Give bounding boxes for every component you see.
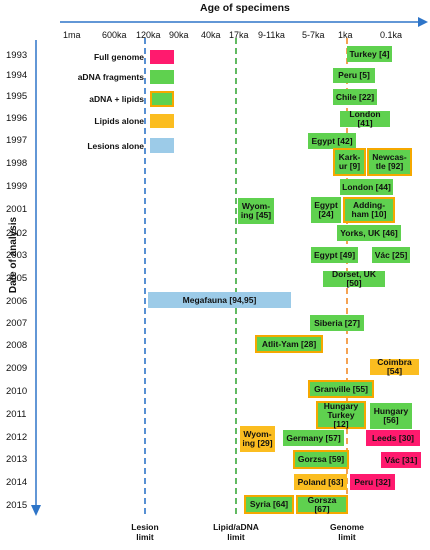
specimen-box: Yorks, UK [46] (337, 225, 401, 241)
specimen-box: London [41] (340, 110, 390, 128)
year-label: 1993 (6, 50, 28, 61)
specimen-box: Hungary Turkey [12] (316, 401, 366, 429)
lesion-limit-label: Lesion limit (131, 522, 159, 542)
genome-limit-label: Genome limit (329, 522, 364, 542)
specimen-box: Coimbra [54] (370, 358, 419, 376)
specimen-box: Gorzsa [59] (293, 450, 349, 469)
legend-label-lipids-alone: Lipids alone (94, 116, 144, 126)
specimen-box: Dorset, UK [50] (323, 270, 385, 288)
year-label: 2015 (6, 500, 28, 511)
legend-swatch-full-genome (150, 50, 174, 64)
specimen-box: Leeds [30] (366, 430, 420, 446)
specimen-box: Granville [55] (308, 380, 374, 398)
year-label: 1997 (6, 135, 28, 146)
specimen-box: Vác [31] (381, 452, 421, 468)
year-label: 1998 (6, 158, 28, 169)
age-tick-label: 9-11ka (258, 30, 285, 40)
year-label: 2003 (6, 250, 28, 261)
age-tick-label: 120ka (136, 30, 161, 40)
year-label: 2013 (6, 454, 28, 465)
specimen-box: Newcas- tle [92] (367, 148, 412, 176)
year-label: 2008 (6, 340, 28, 351)
year-label: 2001 (6, 204, 28, 215)
specimen-box: Wyom- ing [45] (238, 198, 274, 224)
specimen-box: Siberia [27] (310, 315, 364, 331)
age-tick-label: 1ka (338, 30, 353, 40)
specimen-box: Adding- ham [10] (343, 197, 395, 223)
specimen-box: Peru [5] (333, 68, 375, 83)
year-label: 2010 (6, 386, 28, 397)
year-label: 2009 (6, 363, 28, 374)
age-axis-title: Age of specimens (200, 2, 290, 14)
specimen-box: Gorsza [67] (296, 495, 348, 514)
specimen-box: Megafauna [94,95] (148, 292, 291, 308)
year-label: 2002 (6, 228, 28, 239)
age-tick-label: 0.1ka (380, 30, 403, 40)
age-axis-arrow (60, 17, 428, 27)
year-label: 1995 (6, 91, 28, 102)
year-label: 2012 (6, 432, 28, 443)
specimen-box: Atlit-Yam [28] (255, 335, 323, 353)
age-tick-label: 90ka (169, 30, 189, 40)
year-label: 2005 (6, 273, 28, 284)
legend-label-adna-fragments: aDNA fragments (77, 72, 144, 82)
specimen-box: Hungary [56] (370, 403, 412, 429)
year-label: 2006 (6, 296, 28, 307)
specimen-box: Egypt [49] (311, 247, 358, 263)
year-label: 2007 (6, 318, 28, 329)
specimen-box: Poland [63] (294, 474, 347, 490)
date-axis-arrow (31, 40, 41, 516)
legend-label-adna-lipids: aDNA + lipids (89, 94, 144, 104)
legend-swatch-lesions-alone (150, 138, 174, 153)
lipid-limit-label: Lipid/aDNA limit (213, 522, 259, 542)
specimen-box: Egypt [24] (311, 197, 341, 223)
specimen-box: Wyom- ing [29] (240, 426, 275, 452)
year-label: 2011 (6, 409, 27, 420)
legend-swatch-adna-fragments (150, 70, 174, 84)
legend-swatch-lipids-alone (150, 114, 174, 128)
specimen-box: Peru [32] (350, 474, 395, 490)
year-label: 1994 (6, 70, 28, 81)
year-label: 1999 (6, 181, 28, 192)
age-tick-label: 40ka (201, 30, 221, 40)
specimen-box: Syria [64] (244, 495, 294, 514)
specimen-box: Egypt [42] (308, 133, 356, 149)
specimen-box: London [44] (340, 179, 393, 195)
specimen-box: Germany [57] (283, 430, 344, 446)
age-tick-label: 1ma (63, 30, 81, 40)
specimen-box: Vác [25] (372, 247, 410, 263)
legend-swatch-adna-lipids (150, 91, 174, 107)
age-tick-label: 600ka (102, 30, 127, 40)
specimen-box: Kark- ur [9] (333, 148, 366, 176)
legend-label-lesions-alone: Lesions alone (87, 141, 144, 151)
year-label: 1996 (6, 113, 28, 124)
year-label: 2014 (6, 477, 28, 488)
age-tick-label: 5-7ka (302, 30, 325, 40)
legend-label-full-genome: Full genome (93, 52, 144, 62)
age-tick-label: 17ka (229, 30, 249, 40)
specimen-box: Turkey [4] (347, 46, 392, 62)
specimen-box: Chile [22] (333, 89, 377, 105)
